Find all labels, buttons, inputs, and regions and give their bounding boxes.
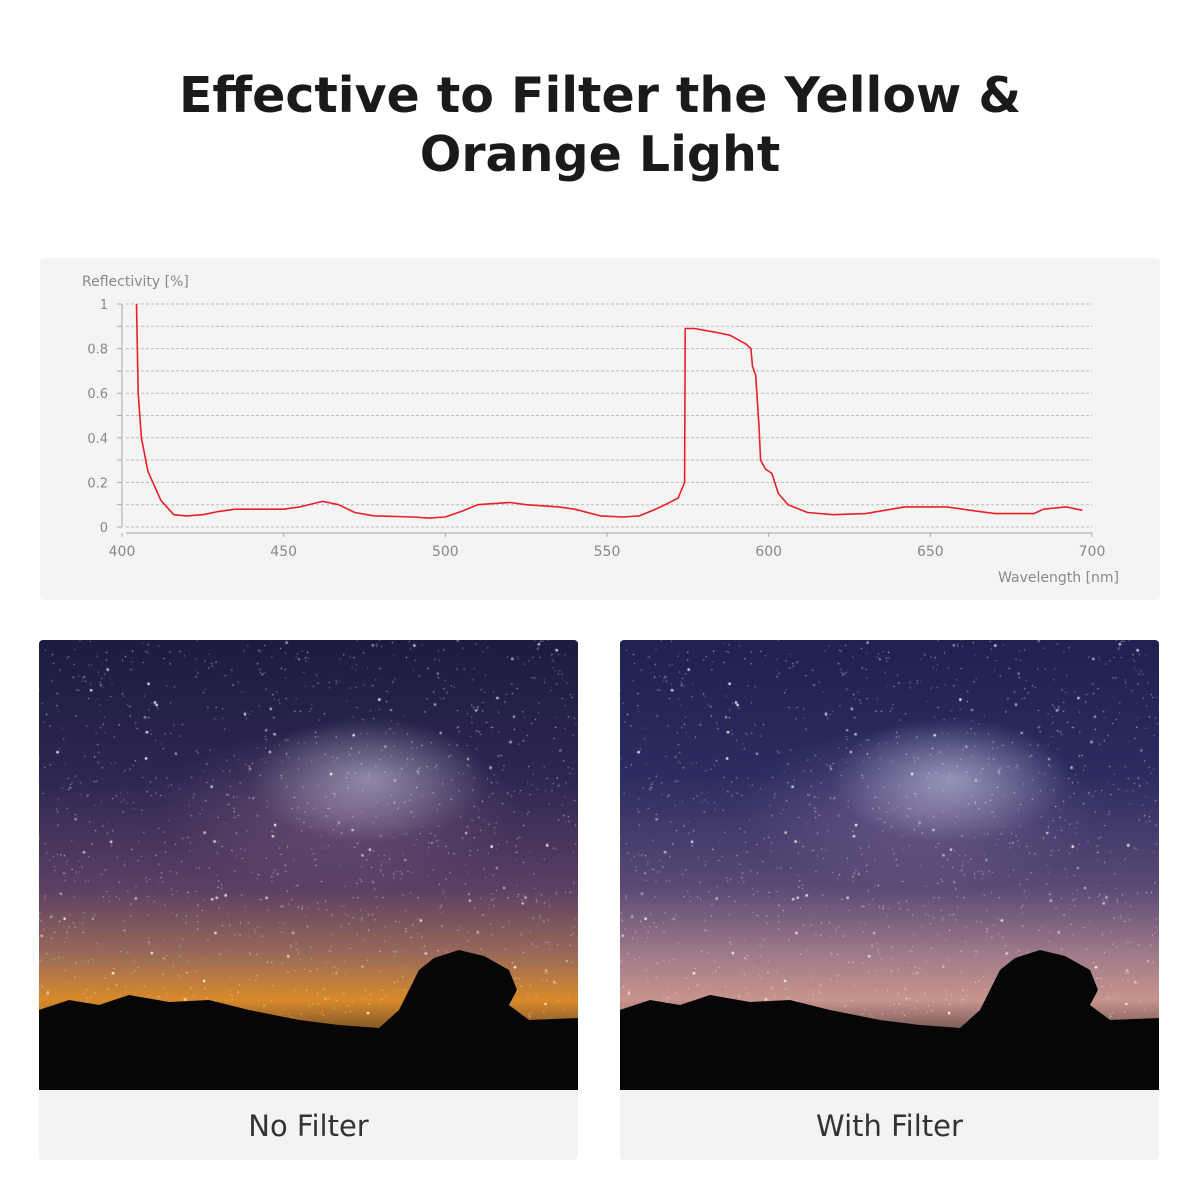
y-tick-label: 0.2 [87, 476, 108, 491]
y-tick-label: 0.8 [87, 343, 108, 358]
page-title: Effective to Filter the Yellow & Orange … [0, 66, 1200, 184]
x-tick-label: 650 [917, 544, 944, 560]
x-tick-label: 450 [270, 544, 297, 560]
reflectivity-chart-panel: Reflectivity [%] Wavelength [nm] 0 0.2 0.4… [40, 258, 1160, 600]
x-tick-label: 400 [109, 544, 136, 560]
title-line-2: Orange Light [419, 126, 781, 183]
tree-silhouette [620, 950, 1159, 1090]
y-tick-label: 0.4 [87, 432, 108, 447]
x-tick-label: 600 [755, 544, 782, 560]
title-line-1: Effective to Filter the Yellow & [178, 67, 1022, 124]
caption-with-filter: With Filter [816, 1109, 963, 1143]
y-tick-label: 0 [100, 521, 108, 536]
y-axis-label: Reflectivity [%] [82, 274, 189, 290]
photo-card-with-filter: With Filter [620, 640, 1159, 1160]
y-tick-label: 0.6 [87, 387, 108, 402]
x-axis-label: Wavelength [nm] [998, 570, 1119, 586]
night-sky-photo-with-filter [620, 640, 1159, 1090]
x-tick-label: 550 [594, 544, 621, 560]
tree-silhouette [39, 950, 578, 1090]
x-tick-label: 500 [432, 544, 459, 560]
reflectivity-line [135, 303, 1083, 519]
y-tick-label: 1 [100, 298, 108, 313]
caption-no-filter: No Filter [248, 1109, 369, 1143]
x-tick-label: 700 [1079, 544, 1106, 560]
night-sky-photo-no-filter [39, 640, 578, 1090]
photo-card-no-filter: No Filter [39, 640, 578, 1160]
reflectivity-chart: Reflectivity [%] Wavelength [nm] 0 0.2 0.4… [82, 274, 1119, 586]
